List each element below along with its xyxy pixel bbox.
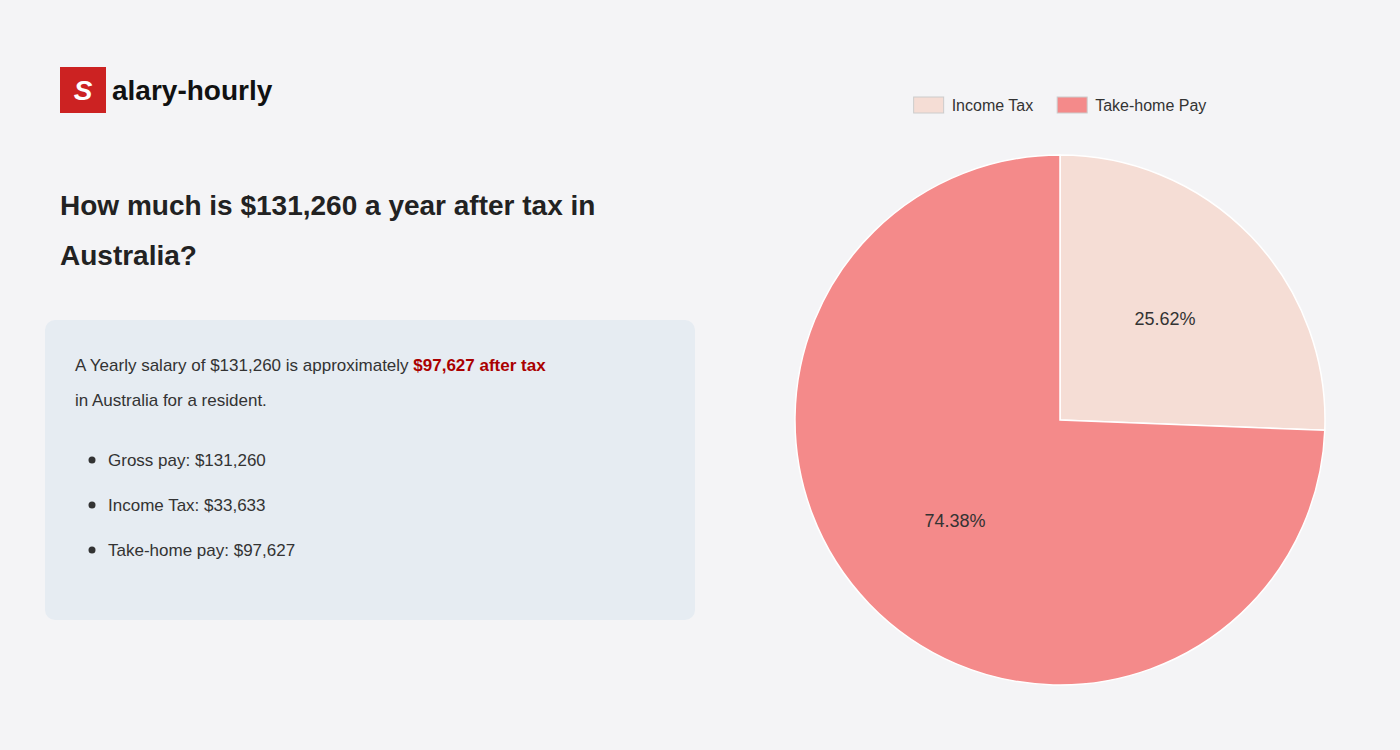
info-text: A Yearly salary of $131,260 is approxima… xyxy=(75,356,413,375)
logo-box xyxy=(60,67,106,113)
data-labels: 25.62% 74.38% xyxy=(924,309,1195,531)
legend-swatch xyxy=(914,97,944,113)
legend-swatch xyxy=(1057,97,1087,113)
bullet-text: Gross pay: $131,260 xyxy=(108,451,266,470)
title: How much is $131,260 a year after tax in xyxy=(60,190,595,221)
legend-item: Income Tax xyxy=(914,97,1034,114)
pie xyxy=(795,155,1325,685)
canvas: Salary-hourly How much is $131,260 a year… xyxy=(0,0,1400,750)
title: Australia? xyxy=(60,240,197,271)
info-highlight: $97,627 after tax xyxy=(413,356,546,375)
pie-slice xyxy=(1060,155,1325,430)
pie-slice xyxy=(795,155,1325,685)
bullet-text: Income Tax: $33,633 xyxy=(108,496,266,515)
legend-item: Take-home Pay xyxy=(1057,97,1206,114)
bullet-dot xyxy=(89,547,96,554)
legend: Income Tax Take-home Pay xyxy=(914,97,1207,114)
info-text: in Australia for a resident. xyxy=(75,391,267,410)
background xyxy=(0,0,1400,750)
info-box xyxy=(45,320,695,620)
bullet-text: Take-home pay: $97,627 xyxy=(108,541,295,560)
legend-label: Take-home Pay xyxy=(1095,97,1206,114)
text-panel: Salary-hourly How much is $131,260 a year… xyxy=(45,67,695,620)
logo-letter: S xyxy=(74,75,93,106)
logo-text: alary-hourly xyxy=(112,75,273,106)
bullet-dot xyxy=(89,502,96,509)
data-label: 74.38% xyxy=(924,511,985,531)
data-label: 25.62% xyxy=(1135,309,1196,329)
bullet-dot xyxy=(89,457,96,464)
legend-label: Income Tax xyxy=(952,97,1034,114)
